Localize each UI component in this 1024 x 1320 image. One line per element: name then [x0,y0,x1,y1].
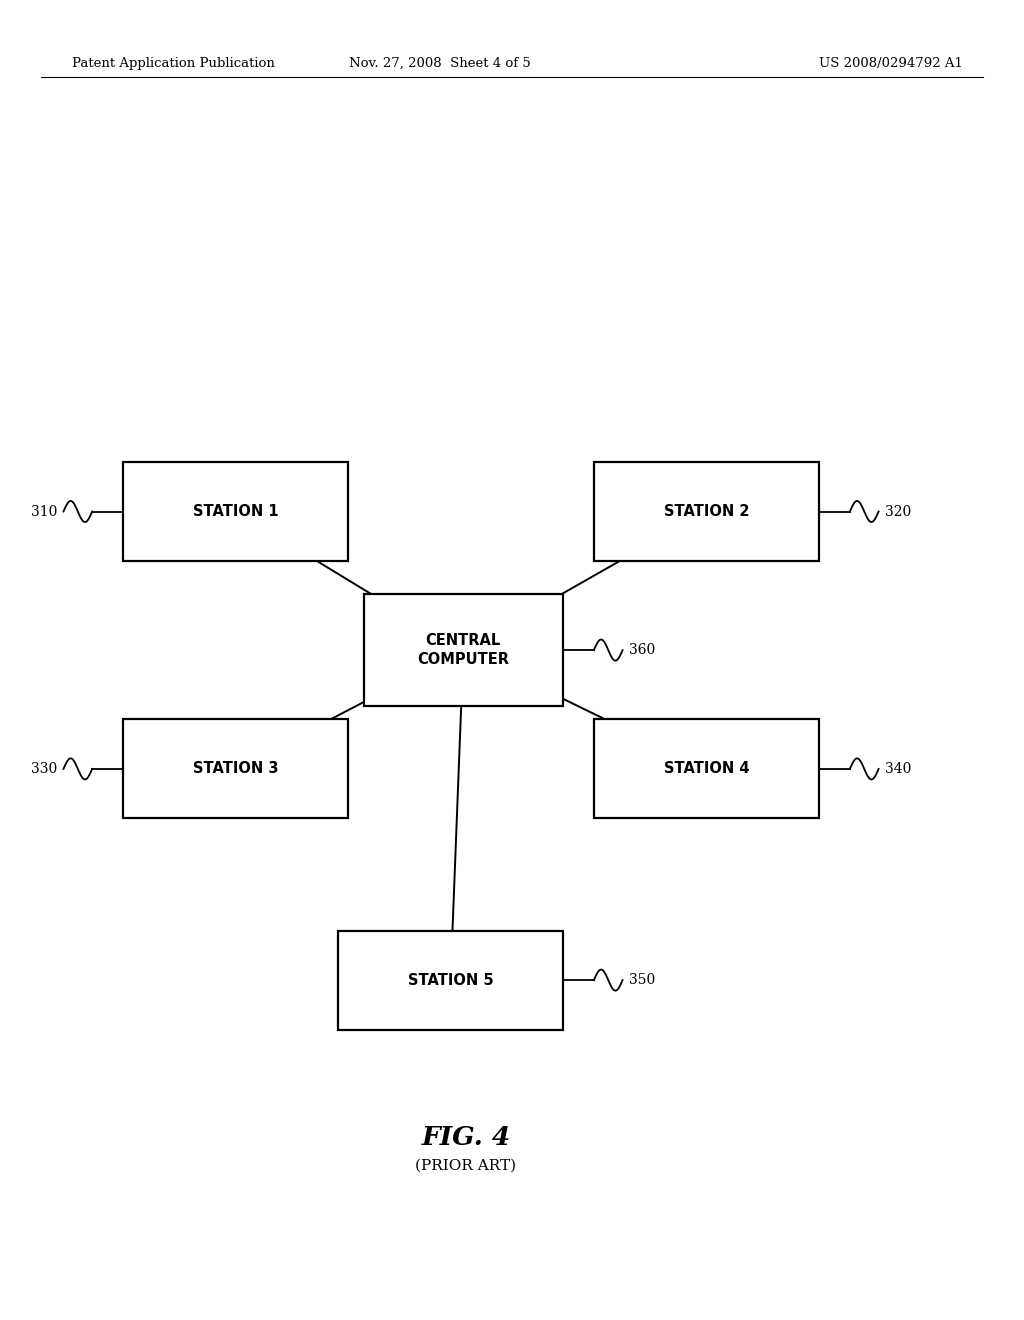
Text: 340: 340 [885,762,911,776]
Text: 350: 350 [629,973,655,987]
Text: FIG. 4: FIG. 4 [421,1126,511,1150]
FancyBboxPatch shape [123,462,348,561]
Text: STATION 4: STATION 4 [664,762,750,776]
Text: STATION 1: STATION 1 [193,504,279,519]
Text: 310: 310 [31,504,57,519]
FancyBboxPatch shape [338,931,563,1030]
FancyBboxPatch shape [594,719,819,818]
FancyBboxPatch shape [123,719,348,818]
Text: CENTRAL
COMPUTER: CENTRAL COMPUTER [418,632,509,668]
Text: STATION 5: STATION 5 [408,973,494,987]
Text: (PRIOR ART): (PRIOR ART) [416,1159,516,1172]
Text: 320: 320 [885,504,911,519]
Text: STATION 3: STATION 3 [193,762,279,776]
Text: 360: 360 [629,643,655,657]
FancyBboxPatch shape [594,462,819,561]
Text: STATION 2: STATION 2 [664,504,750,519]
Text: 330: 330 [31,762,57,776]
Text: Patent Application Publication: Patent Application Publication [72,57,274,70]
Text: Nov. 27, 2008  Sheet 4 of 5: Nov. 27, 2008 Sheet 4 of 5 [349,57,531,70]
Text: US 2008/0294792 A1: US 2008/0294792 A1 [819,57,963,70]
FancyBboxPatch shape [364,594,563,706]
